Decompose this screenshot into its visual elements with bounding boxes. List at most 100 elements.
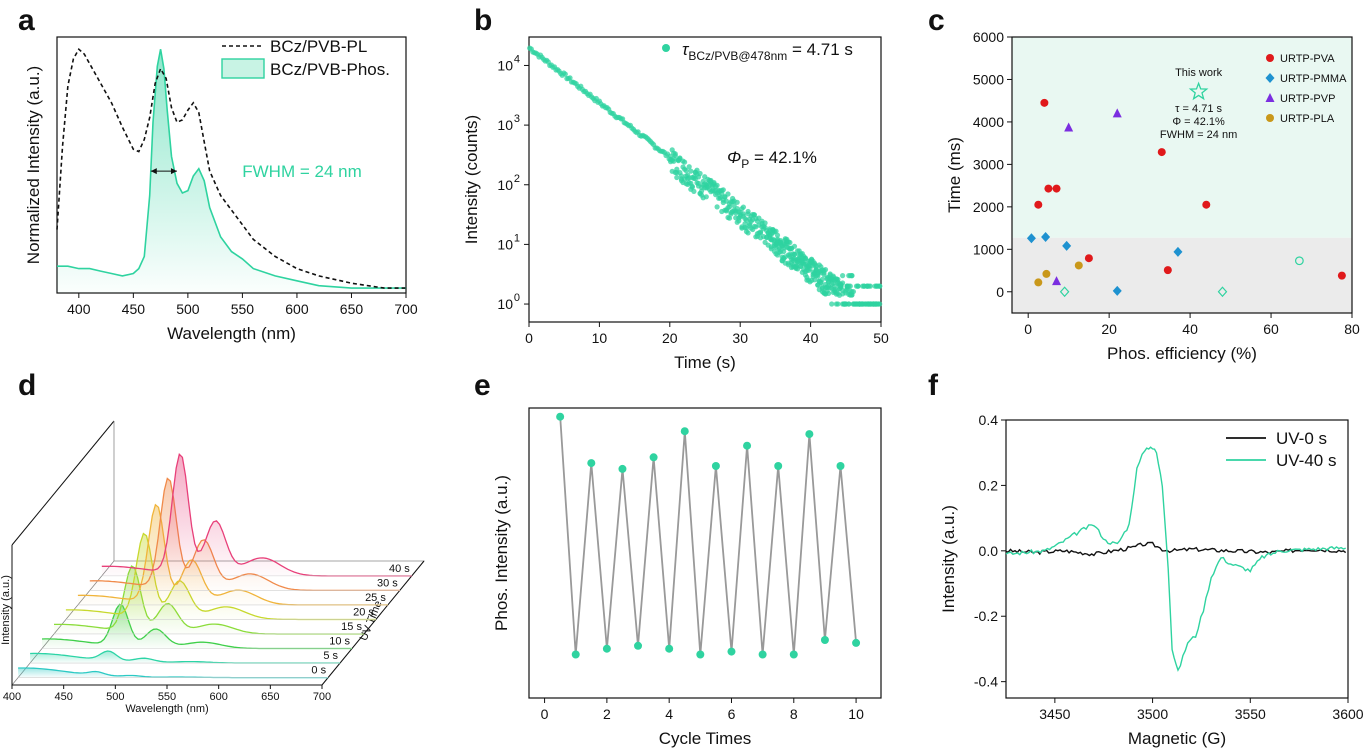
x-tick-label: 10 bbox=[848, 706, 864, 722]
data-point bbox=[714, 182, 720, 188]
x-tick-label: 400 bbox=[67, 301, 91, 317]
x-tick-label: 3600 bbox=[1332, 706, 1363, 722]
x-tick-label: 30 bbox=[732, 330, 748, 346]
data-point bbox=[714, 204, 720, 210]
marker-diamond bbox=[1173, 246, 1183, 257]
x-tick-label: 650 bbox=[340, 301, 364, 317]
fwhm-annotation: FWHM = 24 nm bbox=[242, 162, 362, 181]
x-tick-label: 450 bbox=[54, 691, 72, 703]
data-point bbox=[846, 301, 852, 307]
chart-e: 0 2 4 6 8 10 Cycle Times Phos. Intensity (a.u.) bbox=[492, 407, 882, 748]
data-point bbox=[762, 220, 768, 226]
y-tick-label: 2000 bbox=[973, 199, 1004, 215]
chart-f: 3450 3500 3550 3600 -0.4 -0.2 0.0 0.2 0.4 Magneti… bbox=[939, 412, 1364, 748]
plot-frame bbox=[528, 407, 882, 699]
x-tick-label: 600 bbox=[285, 301, 309, 317]
phi-annotation: ΦP = 42.1% bbox=[727, 148, 817, 171]
data-point bbox=[835, 276, 841, 283]
y-tick-label: 5000 bbox=[973, 71, 1004, 87]
series-line-1 bbox=[1005, 446, 1346, 672]
depth-axis bbox=[321, 560, 425, 686]
legend-item: URTP-PVA bbox=[1266, 53, 1335, 65]
legend-swatch-phos bbox=[221, 58, 265, 79]
x-axis-label: Wavelength (nm) bbox=[125, 703, 208, 715]
y-axis-label: Normalized Intensity (a.u.) bbox=[24, 66, 43, 264]
legend-label-pl: BCz/PVB-PL bbox=[270, 37, 367, 56]
this-work-label: This work bbox=[1175, 67, 1223, 79]
spectrum-fill bbox=[18, 668, 329, 678]
x-tick-label: 550 bbox=[158, 691, 176, 703]
phi-subscript: P bbox=[741, 157, 749, 171]
marker-circle bbox=[1040, 98, 1049, 107]
data-point bbox=[877, 301, 883, 307]
cycle-point bbox=[758, 650, 767, 659]
series-other bbox=[1059, 256, 1304, 298]
marker-circle bbox=[1034, 200, 1043, 209]
y-tick-label: 0.0 bbox=[979, 543, 999, 559]
series-URTP-PVP bbox=[1052, 108, 1122, 286]
data-point bbox=[847, 283, 853, 289]
cycle-point bbox=[587, 459, 596, 468]
data-point bbox=[703, 194, 709, 200]
data-point bbox=[697, 170, 703, 177]
legend-item: URTP-PLA bbox=[1266, 113, 1335, 125]
x-tick-label: 20 bbox=[662, 330, 678, 346]
y-tick-label: -0.2 bbox=[974, 608, 998, 624]
x-axis-label: Cycle Times bbox=[659, 729, 752, 748]
y-tick-label: 6000 bbox=[973, 29, 1004, 45]
x-tick-label: 20 bbox=[1101, 321, 1117, 337]
arrow-head bbox=[170, 168, 177, 175]
data-point bbox=[672, 151, 678, 157]
this-work-star bbox=[1188, 81, 1209, 101]
data-point bbox=[734, 199, 740, 205]
cycle-line bbox=[559, 416, 857, 655]
data-point bbox=[720, 187, 726, 193]
panel-letter-c: c bbox=[928, 4, 945, 37]
panel-letter-b: b bbox=[474, 4, 492, 37]
x-tick-label: 8 bbox=[790, 706, 798, 722]
series-line-0 bbox=[1005, 541, 1347, 557]
data-point bbox=[740, 204, 747, 210]
data-point bbox=[674, 174, 680, 181]
y-axis-label: Intensity (a.u.) bbox=[0, 575, 12, 645]
marker-triangle bbox=[1052, 276, 1062, 286]
x-tick-label: 3450 bbox=[1039, 706, 1070, 722]
x-tick-label: 0 bbox=[1024, 321, 1032, 337]
panel-letter-d: d bbox=[18, 369, 36, 402]
marker-circle bbox=[1052, 184, 1061, 193]
plot-frame bbox=[1005, 419, 1349, 699]
arrow-head bbox=[150, 168, 157, 175]
cycle-point bbox=[680, 427, 689, 436]
cycle-point bbox=[743, 441, 752, 450]
legend-marker bbox=[1266, 54, 1274, 62]
legend-label: URTP-PMMA bbox=[1280, 73, 1347, 85]
data-point bbox=[819, 276, 826, 282]
x-axis-label: Wavelength (nm) bbox=[167, 324, 296, 343]
series-label: 20 s bbox=[353, 606, 374, 618]
marker-open-diamond bbox=[1059, 286, 1070, 298]
y-tick-label: 10 bbox=[497, 296, 513, 312]
marker-triangle bbox=[1064, 122, 1074, 132]
series-label: 30 s bbox=[377, 577, 398, 589]
data-point bbox=[682, 159, 688, 165]
marker-open-circle bbox=[1294, 256, 1304, 266]
x-tick-label: 600 bbox=[209, 691, 227, 703]
cycle-point bbox=[634, 641, 643, 650]
series-label: 40 s bbox=[389, 563, 410, 575]
data-point bbox=[787, 239, 793, 246]
y-tick-label: -0.4 bbox=[974, 674, 998, 690]
cycle-point bbox=[789, 650, 798, 659]
data-point bbox=[773, 228, 779, 234]
x-tick-label: 4 bbox=[665, 706, 673, 722]
plot-frame bbox=[1011, 36, 1353, 314]
data-point bbox=[840, 273, 846, 279]
data-point bbox=[686, 164, 692, 170]
this-work-fwhm: FWHM = 24 nm bbox=[1160, 129, 1237, 141]
x-tick-label: 2 bbox=[603, 706, 611, 722]
series-label: 25 s bbox=[365, 592, 386, 604]
panel-letter-f: f bbox=[928, 369, 939, 402]
legend-label: τBCz/PVB@478nm = 4.71 s bbox=[682, 40, 853, 63]
marker-diamond bbox=[1062, 240, 1072, 251]
